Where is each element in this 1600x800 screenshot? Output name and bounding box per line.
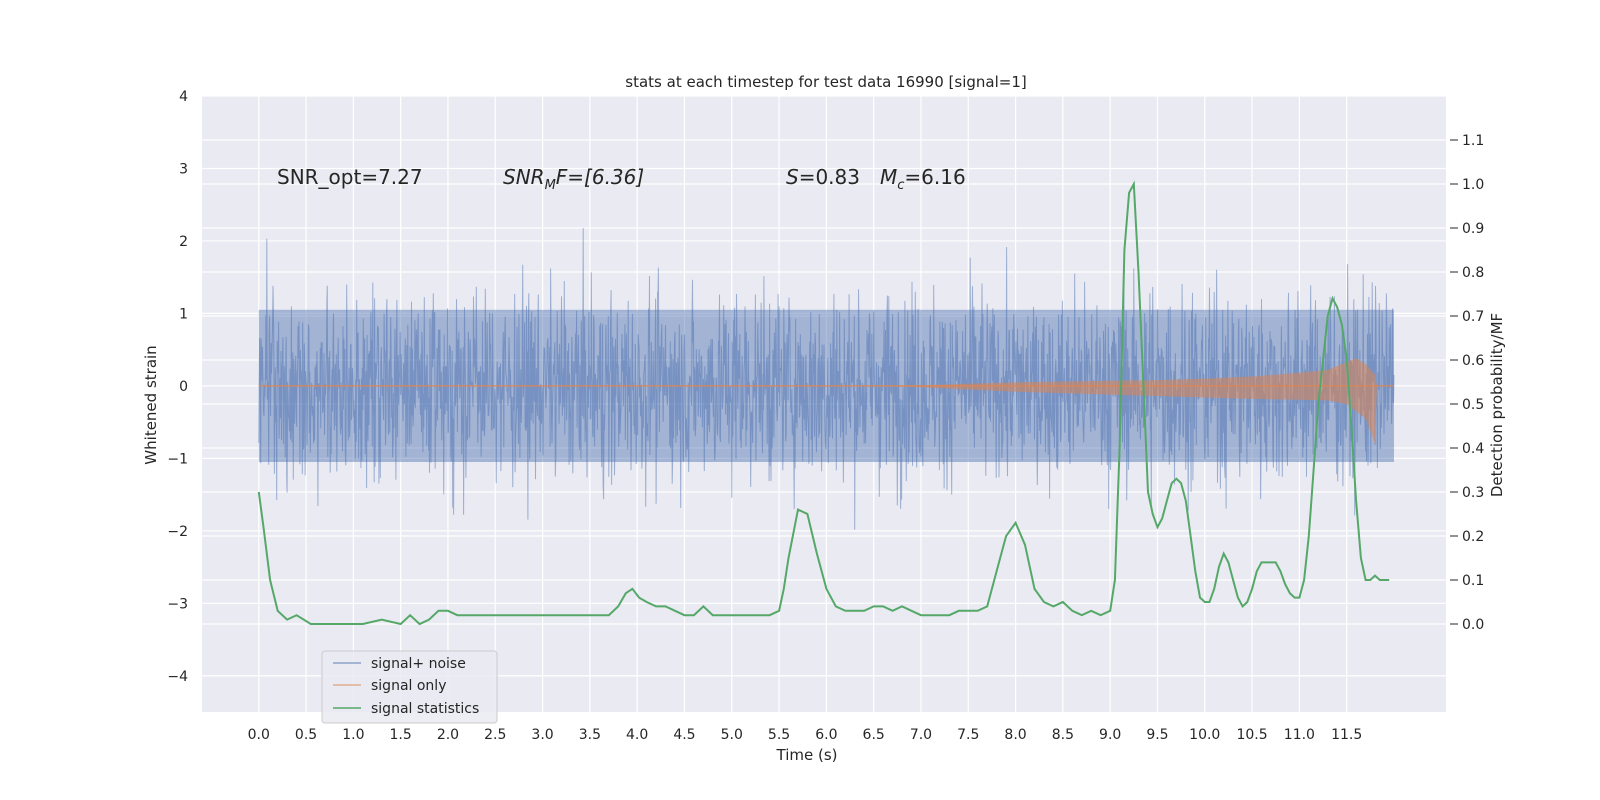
legend-label-signal-noise: signal+ noise [371, 656, 466, 672]
signal-only-series [258, 358, 1394, 444]
x-tick-label: 1.0 [342, 727, 364, 743]
y-tick-label: −3 [167, 596, 188, 612]
s-rest: =0.83 [799, 165, 860, 189]
snr-mf-sub: M [545, 178, 556, 193]
signal-noise-line [258, 228, 1395, 530]
x-tick-label: 7.0 [910, 727, 932, 743]
x-tick-label: 8.5 [1052, 727, 1074, 743]
y2-tick-label: 0.8 [1462, 265, 1484, 281]
legend: signal+ noise signal only signal statist… [321, 650, 498, 724]
x-tick-label: 0.5 [295, 727, 317, 743]
chart-title: stats at each timestep for test data 169… [625, 73, 1026, 91]
s-main: S [786, 165, 799, 189]
y-tick-label: 4 [179, 89, 188, 105]
y-tick-label: −1 [167, 451, 188, 467]
y2-tick-label: 0.5 [1462, 397, 1484, 413]
y-axis-ticks: 4 3 2 1 0 −1 −2 −3 −4 [167, 89, 188, 685]
x-tick-label: 4.5 [673, 727, 695, 743]
x-tick-label: 2.5 [484, 727, 506, 743]
x-tick-label: 2.0 [437, 727, 459, 743]
annotation-snr-opt: SNR_opt=7.27 [277, 165, 423, 189]
x-tick-label: 7.5 [957, 727, 979, 743]
y2-tick-label: 0.9 [1462, 221, 1484, 237]
y2-tick-label: 0.7 [1462, 309, 1484, 325]
plot-area-group [202, 95, 1446, 712]
y2-tick-label: 1.0 [1462, 177, 1484, 193]
mc-sub: c [897, 178, 904, 193]
annotation-s: S=0.83 [786, 165, 860, 189]
annotation-mc: Mc=6.16 [880, 165, 966, 193]
x-tick-label: 6.5 [863, 727, 885, 743]
y-tick-label: 3 [179, 161, 188, 177]
y2-axis-ticks: 1.1 1.0 0.9 0.8 0.7 0.6 0.5 0.4 0.3 0.2 0.1 0.0 [1450, 133, 1484, 633]
x-tick-label: 6.0 [815, 727, 837, 743]
y-tick-label: −4 [167, 669, 188, 685]
y2-tick-label: 0.2 [1462, 529, 1484, 545]
x-tick-label: 5.0 [721, 727, 743, 743]
signal-statistics-line [257, 180, 1390, 626]
y-tick-label: 0 [179, 379, 188, 395]
y-tick-label: 2 [179, 234, 188, 250]
x-tick-label: 0.0 [248, 727, 270, 743]
annotation-snr-mf: SNRMF=[6.36] [503, 165, 644, 193]
mc-main: M [880, 165, 897, 189]
x-tick-label: 9.0 [1099, 727, 1121, 743]
mc-rest: =6.16 [904, 165, 965, 189]
x-tick-label: 4.0 [626, 727, 648, 743]
x-tick-label: 10.5 [1236, 727, 1267, 743]
signal-statistics-series [257, 180, 1390, 626]
y2-tick-label: 0.4 [1462, 441, 1484, 457]
x-tick-label: 8.0 [1004, 727, 1026, 743]
x-tick-label: 11.0 [1284, 727, 1315, 743]
x-tick-label: 5.5 [768, 727, 790, 743]
x-tick-label: 10.0 [1189, 727, 1220, 743]
legend-label-signal-only: signal only [371, 678, 446, 694]
y2-tick-label: 0.3 [1462, 485, 1484, 501]
y2-tick-label: 0.6 [1462, 353, 1484, 369]
x-axis-ticks: 0.0 0.5 1.0 1.5 2.0 2.5 3.0 3.5 4.0 4.5 5.0 5.5 6.0 6… [248, 727, 1363, 743]
x-tick-label: 11.5 [1331, 727, 1362, 743]
grid [202, 95, 1446, 712]
x-tick-label: 9.5 [1146, 727, 1168, 743]
y2-tick-label: 1.1 [1462, 133, 1484, 149]
x-tick-label: 3.5 [579, 727, 601, 743]
y-axis-label: Whitened strain [142, 345, 160, 464]
y2-axis-label: Detection probability/MF [1488, 313, 1506, 497]
x-tick-label: 1.5 [390, 727, 412, 743]
y2-tick-label: 0.1 [1462, 573, 1484, 589]
legend-box [321, 650, 498, 724]
snr-mf-rest: F=[6.36] [556, 165, 644, 189]
x-axis-label: Time (s) [776, 746, 838, 764]
y-tick-label: −2 [167, 524, 188, 540]
y-tick-label: 1 [179, 306, 188, 322]
x-tick-label: 3.0 [531, 727, 553, 743]
y2-tick-label: 0.0 [1462, 617, 1484, 633]
legend-label-signal-statistics: signal statistics [371, 701, 479, 717]
snr-mf-main: SNR [503, 165, 545, 189]
